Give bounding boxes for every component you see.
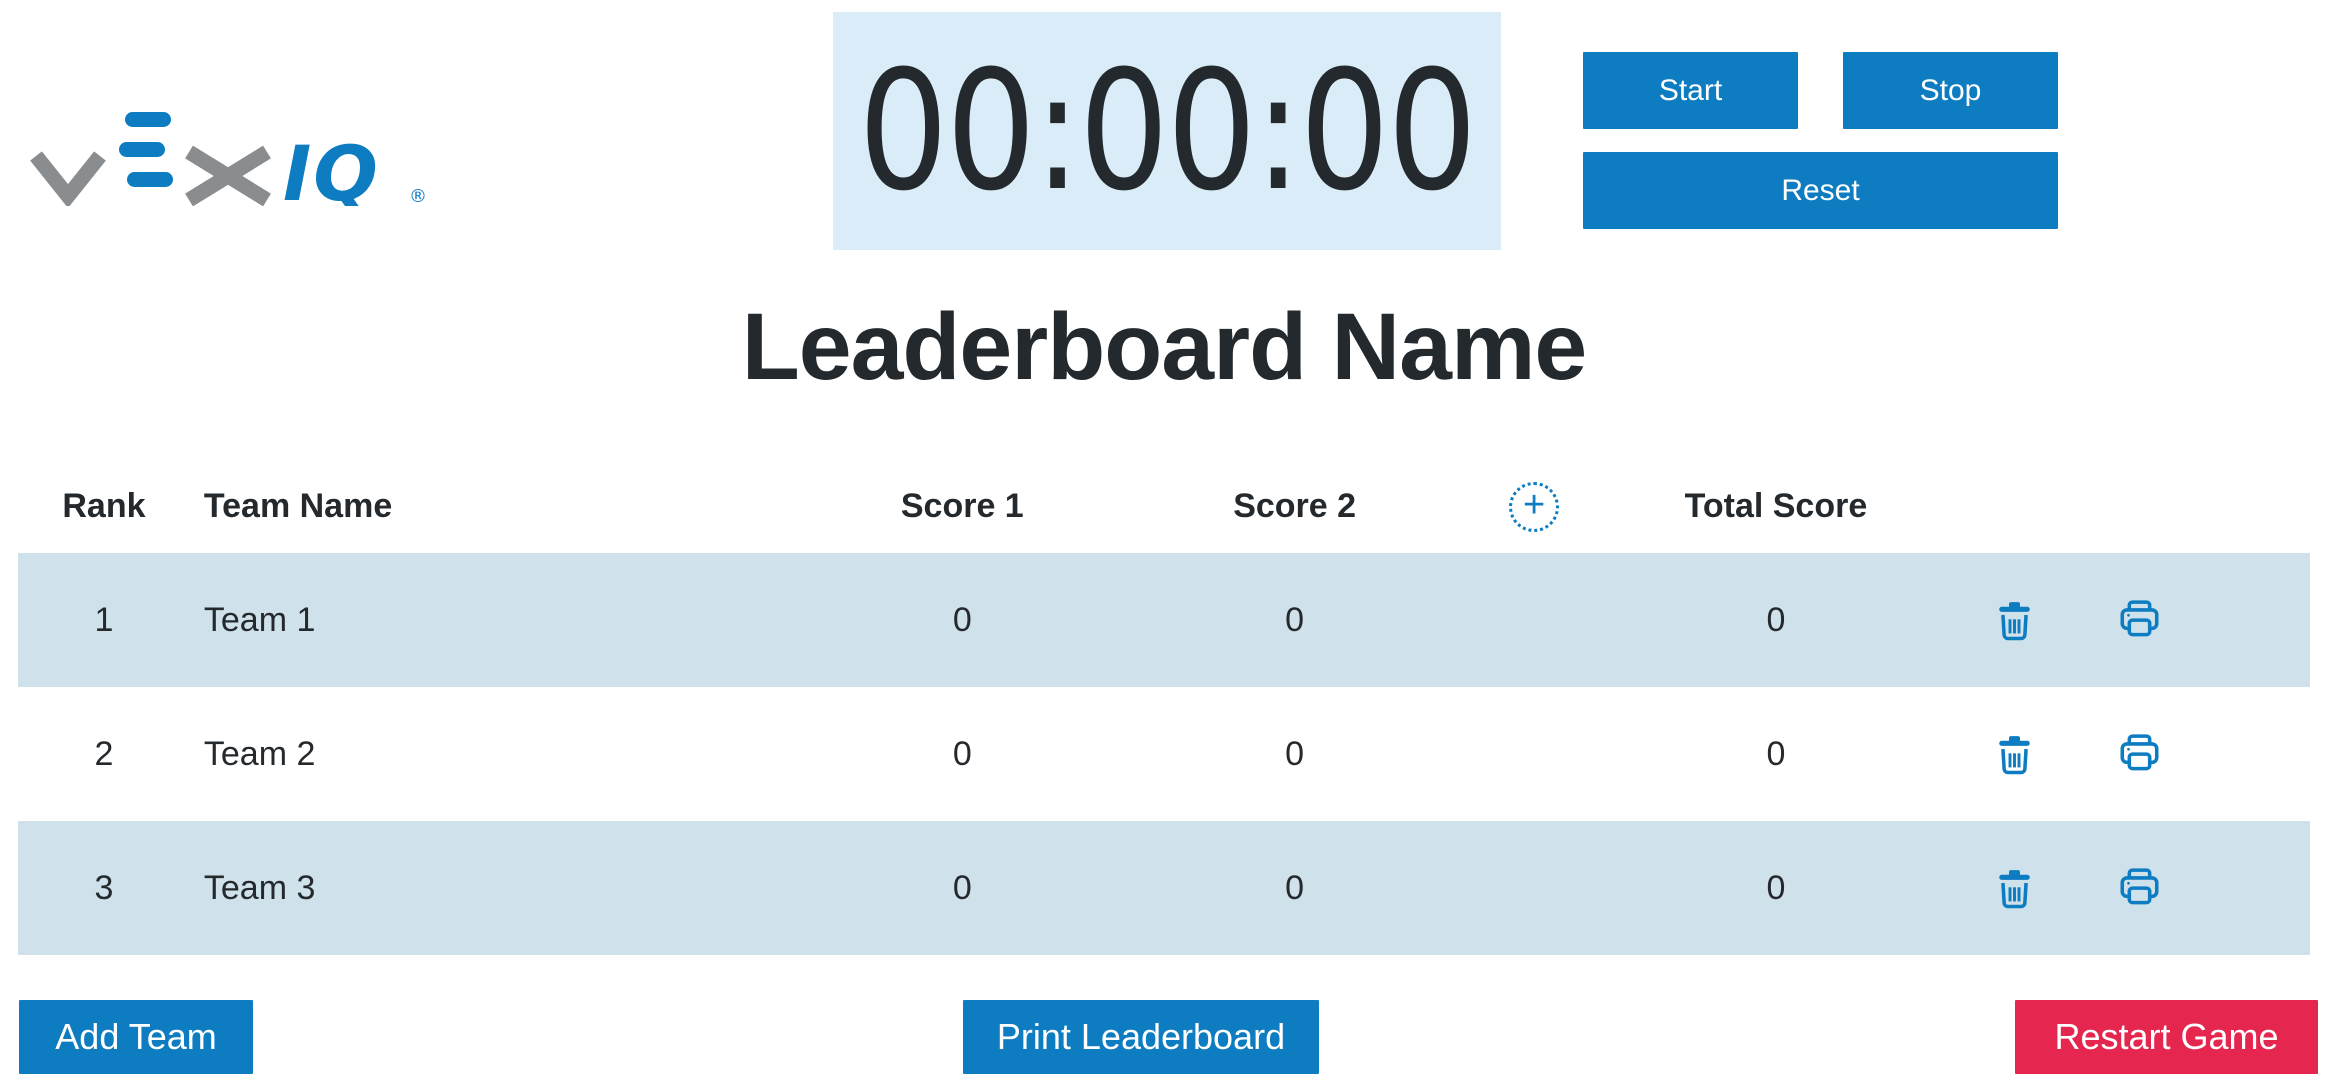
team-name-cell[interactable]: Team 3 (203, 868, 316, 907)
table-row: 3 Team 3 0 0 0 (18, 821, 2310, 955)
delete-team-button[interactable] (1991, 597, 2038, 644)
logo-registered-mark: ® (409, 186, 427, 206)
score1-cell[interactable]: 0 (952, 734, 972, 773)
rank-cell: 3 (94, 868, 114, 907)
score1-cell[interactable]: 0 (952, 868, 972, 907)
vex-iq-logo: IQ ® (27, 110, 427, 218)
print-team-button[interactable] (2116, 731, 2163, 778)
rank-cell: 1 (94, 600, 114, 639)
total-score-column-header: Total Score (1684, 487, 1868, 525)
reset-button[interactable]: Reset (1583, 152, 2058, 229)
table-header-row: Rank Team Name Score 1 Score 2 + Total S… (18, 460, 2310, 553)
leaderboard-title[interactable]: Leaderboard Name (741, 294, 1588, 400)
logo-iq-text: IQ (283, 129, 380, 206)
stop-button[interactable]: Stop (1843, 52, 2058, 129)
restart-game-button[interactable]: Restart Game (2015, 1000, 2318, 1074)
add-team-button[interactable]: Add Team (19, 1000, 253, 1074)
printer-icon (2120, 599, 2159, 636)
score2-cell[interactable]: 0 (1285, 868, 1305, 907)
team-name-cell[interactable]: Team 2 (203, 734, 316, 773)
score2-column-header: Score 2 (1233, 487, 1357, 525)
add-score-column-button[interactable]: + (1509, 481, 1560, 532)
print-team-button[interactable] (2116, 865, 2163, 912)
printer-icon (2120, 733, 2159, 770)
start-button[interactable]: Start (1583, 52, 1798, 129)
total-score-cell: 0 (1766, 734, 1786, 773)
table-row: 1 Team 1 0 0 0 (18, 553, 2310, 687)
timer-value: 00:00:00 (858, 35, 1478, 227)
delete-team-button[interactable] (1991, 731, 2038, 778)
rank-cell: 2 (94, 734, 114, 773)
plus-circle-icon: + (1509, 481, 1560, 532)
leaderboard-table: Rank Team Name Score 1 Score 2 + Total S… (18, 460, 2310, 955)
trash-icon (1999, 735, 2030, 774)
table-row: 2 Team 2 0 0 0 (18, 687, 2310, 821)
vex-wordmark: IQ ® (30, 112, 427, 218)
print-leaderboard-button[interactable]: Print Leaderboard (963, 1000, 1319, 1074)
score1-cell[interactable]: 0 (952, 600, 972, 639)
trash-icon (1999, 601, 2030, 640)
team-name-cell[interactable]: Team 1 (203, 600, 316, 639)
total-score-cell: 0 (1766, 868, 1786, 907)
score2-cell[interactable]: 0 (1285, 734, 1305, 773)
team-name-column-header: Team Name (203, 487, 393, 525)
score1-column-header: Score 1 (900, 487, 1024, 525)
logo-letter-e (119, 112, 173, 187)
score2-cell[interactable]: 0 (1285, 600, 1305, 639)
total-score-cell: 0 (1766, 600, 1786, 639)
rank-column-header: Rank (62, 487, 146, 525)
timer-display: 00:00:00 (833, 12, 1501, 250)
delete-team-button[interactable] (1991, 865, 2038, 912)
trash-icon (1999, 869, 2030, 908)
printer-icon (2120, 867, 2159, 904)
logo-letter-v (30, 151, 106, 209)
logo-letter-x (185, 145, 271, 207)
print-team-button[interactable] (2116, 597, 2163, 644)
